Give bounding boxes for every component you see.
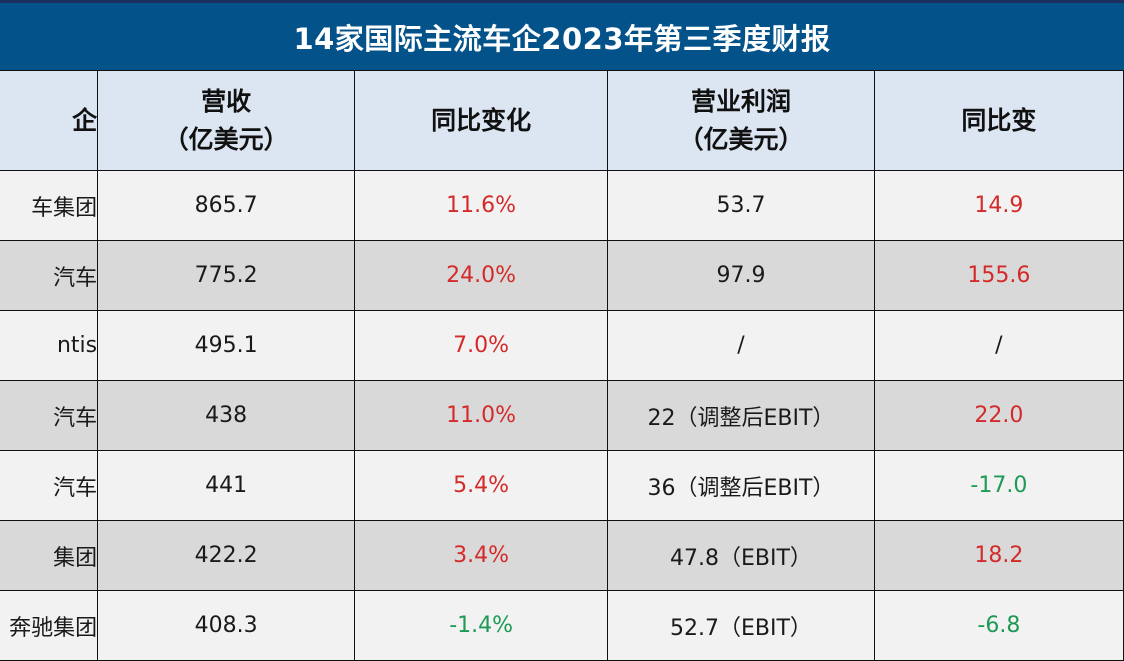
company-cell: 奔驰集团 (0, 590, 99, 661)
column-header-company: 企 (0, 70, 99, 171)
operating-profit-cell: 22（调整后EBIT） (607, 380, 875, 451)
revenue-yoy-cell: 24.0% (354, 240, 609, 311)
column-header-operating-profit: 营业利润 （亿美元） (607, 70, 875, 171)
operating-profit-cell: 52.7（EBIT） (607, 590, 875, 661)
column-header-revenue: 营收 （亿美元） (97, 70, 356, 171)
profit-yoy-cell: / (873, 310, 1124, 381)
revenue-cell: 422.2 (97, 520, 356, 591)
revenue-cell: 438 (97, 380, 356, 451)
operating-profit-cell: 36（调整后EBIT） (607, 450, 875, 521)
operating-profit-cell: 53.7 (607, 170, 875, 241)
revenue-yoy-cell: 11.0% (354, 380, 609, 451)
table-row: 集团 422.2 3.4% 47.8（EBIT） 18.2 (0, 520, 1124, 591)
column-header-profit-yoy: 同比变 (873, 70, 1124, 171)
header-unit: （亿美元） (678, 124, 804, 154)
revenue-yoy-cell: 5.4% (354, 450, 609, 521)
table-row: 奔驰集团 408.3 -1.4% 52.7（EBIT） -6.8 (0, 590, 1124, 661)
company-cell: ntis (0, 310, 99, 381)
table-row: 汽车 775.2 24.0% 97.9 155.6 (0, 240, 1124, 311)
column-header-revenue-yoy: 同比变化 (354, 70, 609, 171)
table-row: 汽车 438 11.0% 22（调整后EBIT） 22.0 (0, 380, 1124, 451)
operating-profit-cell: 97.9 (607, 240, 875, 311)
header-text: 同比变化 (431, 105, 532, 135)
table-row: 汽车 441 5.4% 36（调整后EBIT） -17.0 (0, 450, 1124, 521)
revenue-cell: 408.3 (97, 590, 356, 661)
revenue-yoy-cell: 11.6% (354, 170, 609, 241)
operating-profit-cell: 47.8（EBIT） (607, 520, 875, 591)
operating-profit-cell: / (607, 310, 875, 381)
profit-yoy-cell: 18.2 (873, 520, 1124, 591)
profit-yoy-cell: -17.0 (873, 450, 1124, 521)
profit-yoy-cell: 14.9 (873, 170, 1124, 241)
financial-table-container: 企 营收 （亿美元） 同比变化 营业利润 （亿美元） 同比变 车集团 865.7… (0, 70, 1124, 661)
revenue-yoy-cell: 3.4% (354, 520, 609, 591)
revenue-cell: 441 (97, 450, 356, 521)
revenue-cell: 775.2 (97, 240, 356, 311)
revenue-yoy-cell: 7.0% (354, 310, 609, 381)
company-cell: 汽车 (0, 240, 99, 311)
header-text: 营收 (201, 86, 252, 116)
header-text: 营业利润 (690, 86, 791, 116)
company-cell: 车集团 (0, 170, 99, 241)
table-row: 车集团 865.7 11.6% 53.7 14.9 (0, 170, 1124, 241)
header-unit: （亿美元） (163, 124, 289, 154)
table-row: ntis 495.1 7.0% / / (0, 310, 1124, 381)
table-title: 14家国际主流车企2023年第三季度财报 (0, 0, 1124, 70)
header-text: 同比变 (961, 105, 1037, 135)
revenue-cell: 495.1 (97, 310, 356, 381)
profit-yoy-cell: 155.6 (873, 240, 1124, 311)
financial-table: 企 营收 （亿美元） 同比变化 营业利润 （亿美元） 同比变 车集团 865.7… (0, 70, 1124, 661)
header-row: 企 营收 （亿美元） 同比变化 营业利润 （亿美元） 同比变 (0, 70, 1124, 171)
company-cell: 集团 (0, 520, 99, 591)
company-cell: 汽车 (0, 450, 99, 521)
revenue-yoy-cell: -1.4% (354, 590, 609, 661)
company-cell: 汽车 (0, 380, 99, 451)
revenue-cell: 865.7 (97, 170, 356, 241)
profit-yoy-cell: 22.0 (873, 380, 1124, 451)
header-text: 企 (72, 105, 98, 135)
profit-yoy-cell: -6.8 (873, 590, 1124, 661)
